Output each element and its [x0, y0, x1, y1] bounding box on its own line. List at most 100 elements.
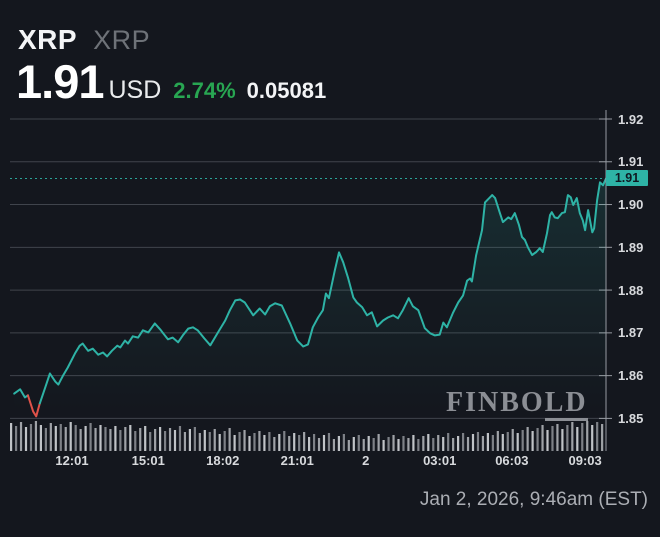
- volume-bar: [531, 431, 534, 451]
- volume-bar: [461, 433, 465, 451]
- volume-bar: [342, 434, 345, 451]
- x-axis-label: 15:01: [131, 453, 165, 468]
- volume-bar: [283, 431, 286, 451]
- volume-bar: [447, 433, 450, 451]
- y-axis-label: 1.88: [618, 282, 644, 298]
- volume-bar: [362, 439, 365, 451]
- chart-timestamp: Jan 2, 2026, 9:46am (EST): [419, 489, 648, 510]
- volume-bar: [213, 429, 216, 451]
- volume-bar: [347, 440, 350, 451]
- x-axis-label: 2: [362, 453, 370, 468]
- volume-bar: [298, 435, 301, 451]
- volume-bar: [312, 434, 316, 451]
- volume-bar: [486, 433, 489, 451]
- volume-bar: [109, 429, 112, 451]
- volume-bar: [308, 437, 311, 451]
- watermark-text-right: LD: [544, 387, 588, 421]
- volume-bar: [481, 436, 485, 451]
- volume-bar: [29, 424, 33, 451]
- volume-bar: [412, 435, 415, 451]
- volume-bar: [576, 427, 579, 451]
- finbold-watermark-logo: FINBOLD: [446, 387, 588, 421]
- volume-bar: [149, 432, 152, 451]
- y-axis-label: 1.91: [618, 154, 644, 170]
- volume-bar: [238, 432, 241, 451]
- volume-bar: [293, 433, 296, 451]
- volume-bar: [39, 425, 42, 451]
- volume-bar: [322, 435, 326, 451]
- change-absolute: 0.05081: [246, 78, 327, 103]
- volume-bar: [198, 433, 201, 451]
- x-axis-label: 21:01: [280, 453, 314, 468]
- x-axis-label: 06:03: [495, 453, 529, 468]
- y-axis-label: 1.85: [618, 410, 644, 426]
- volume-bar: [521, 430, 524, 451]
- volume-bar: [99, 425, 102, 451]
- volume-bar: [183, 432, 187, 451]
- volume-bar: [397, 439, 400, 451]
- y-axis-label: 1.89: [618, 239, 644, 255]
- volume-bar: [536, 428, 539, 451]
- volume-bar: [19, 422, 23, 451]
- current-price: 1.91: [16, 55, 104, 108]
- symbol-ticker: XRP: [93, 25, 151, 55]
- volume-bar: [288, 436, 291, 451]
- volume-bar: [258, 431, 261, 451]
- volume-bar: [352, 437, 355, 451]
- volume-bar: [84, 426, 87, 451]
- volume-bar: [382, 440, 385, 451]
- volume-bar: [34, 421, 38, 451]
- volume-bar: [452, 438, 455, 451]
- symbol-name: XRP: [18, 24, 78, 55]
- volume-bar: [303, 432, 306, 451]
- volume-bar: [317, 438, 321, 451]
- change-percent: 2.74%: [173, 78, 236, 103]
- x-axis-label: 03:01: [423, 453, 457, 468]
- volume-bar: [591, 425, 594, 451]
- volume-bar: [367, 436, 370, 451]
- volume-bar: [471, 434, 475, 451]
- volume-bar: [273, 437, 276, 451]
- volume-bar: [233, 435, 236, 451]
- volume-bar: [49, 423, 52, 451]
- volume-bar: [114, 426, 117, 451]
- volume-bar: [203, 430, 206, 451]
- volume-bar: [466, 437, 470, 451]
- volume-bar: [556, 424, 559, 451]
- volume-bar: [129, 425, 132, 451]
- volume-bar: [173, 430, 177, 451]
- x-axis-label: 18:02: [206, 453, 240, 468]
- volume-bar: [253, 433, 256, 451]
- price-area-fill: [14, 178, 607, 451]
- volume-bar: [74, 425, 77, 451]
- volume-bar: [541, 425, 544, 451]
- volume-bar: [79, 429, 82, 451]
- volume-bar: [357, 435, 360, 451]
- volume-bar: [437, 435, 440, 451]
- volume-bar: [337, 436, 340, 451]
- volume-bar: [263, 435, 266, 451]
- x-axis-label: 09:03: [568, 453, 602, 468]
- volume-bar: [566, 425, 569, 451]
- volume-bar: [442, 437, 445, 451]
- price-line-down-segment: [26, 394, 41, 418]
- volume-bar: [104, 427, 107, 451]
- volume-bar: [586, 421, 589, 451]
- volume-bar: [248, 436, 251, 451]
- volume-bar: [243, 430, 246, 451]
- y-axis-label: 1.86: [618, 368, 644, 384]
- volume-bar: [10, 423, 13, 451]
- volume-bar: [392, 435, 395, 451]
- current-price-tag: 1.91: [606, 170, 648, 187]
- volume-bar: [511, 429, 514, 451]
- volume-bar: [546, 430, 549, 451]
- volume-bar: [516, 433, 519, 451]
- volume-bar: [601, 424, 604, 451]
- volume-bar: [457, 436, 460, 451]
- volume-bar: [402, 436, 405, 451]
- volume-bar: [526, 427, 529, 451]
- volume-bar: [168, 428, 172, 451]
- volume-bar: [14, 426, 18, 451]
- volume-bar: [332, 439, 336, 451]
